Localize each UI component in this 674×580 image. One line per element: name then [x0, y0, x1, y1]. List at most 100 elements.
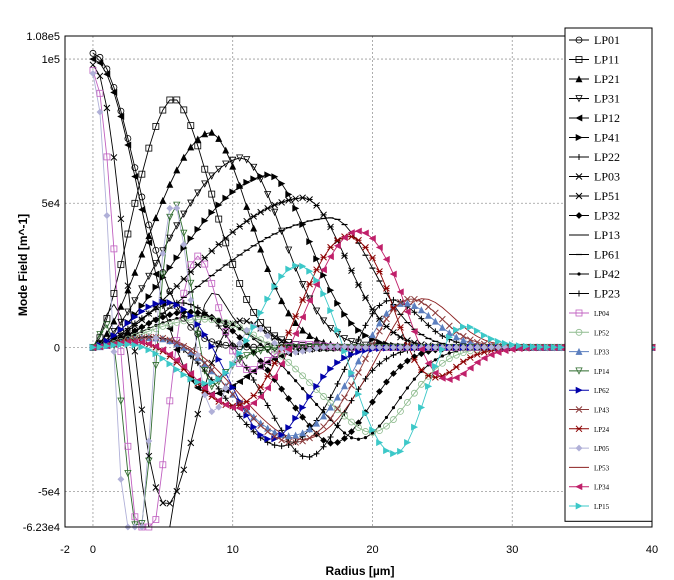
legend-marker — [575, 367, 583, 375]
series-point-lp05 — [271, 339, 279, 347]
series-point-lp52 — [222, 318, 230, 326]
series-point-lp51 — [124, 327, 132, 335]
series-point-lp01 — [103, 65, 111, 73]
series-point-lp11 — [159, 106, 167, 114]
legend-marker — [575, 114, 583, 122]
series-point-lp52 — [278, 352, 286, 360]
series-point-lp22 — [257, 389, 264, 396]
series-point-lp52 — [250, 331, 258, 339]
series-point-lp41 — [334, 299, 342, 307]
series-point-lp01 — [117, 107, 125, 115]
series-point-lp52 — [264, 341, 272, 349]
series-point-lp24 — [466, 354, 474, 361]
series-point-lp51 — [376, 315, 383, 323]
series-point-lp12 — [117, 112, 125, 120]
series-point-lp23 — [271, 442, 278, 449]
series-point-lp11 — [250, 308, 258, 316]
series-point-lp01 — [124, 135, 132, 142]
series-point-lp01 — [131, 164, 139, 172]
series-point-lp05 — [110, 348, 118, 356]
legend-label: LP13 — [594, 228, 620, 242]
legend-item: LP15 — [569, 502, 610, 511]
series-point-lp05 — [369, 344, 376, 351]
series-point-lp05 — [320, 343, 327, 351]
series-point-lp34 — [305, 297, 313, 305]
series-point-lp31 — [243, 156, 251, 164]
series-point-lp21 — [208, 128, 216, 136]
series-point-lp15 — [453, 326, 461, 334]
series-point-lp43 — [376, 327, 383, 335]
series-point-lp21 — [264, 265, 272, 273]
series-point-lp14 — [103, 321, 111, 329]
series-point-lp22 — [299, 453, 306, 460]
legend-item: LP31 — [569, 92, 620, 106]
series-point-lp32 — [376, 388, 383, 395]
series-point-lp15 — [250, 323, 258, 331]
y-tick-label: 5e4 — [42, 198, 60, 210]
series-point-lp23 — [439, 332, 446, 339]
series-point-lp43 — [299, 437, 306, 445]
series-point-lp14 — [187, 279, 195, 288]
series-point-lp05 — [180, 241, 188, 248]
series-point-lp51 — [138, 316, 146, 324]
series-point-lp51 — [369, 305, 376, 313]
series-point-lp05 — [362, 344, 369, 351]
series-point-lp15 — [557, 343, 565, 351]
series-point-lp11 — [124, 230, 132, 238]
series-point-lp34 — [410, 328, 418, 336]
x-tick-label: 40 — [646, 544, 658, 556]
series-point-lp43 — [425, 303, 432, 311]
series-point-lp11 — [229, 261, 237, 268]
series-point-lp03 — [278, 337, 285, 345]
series-point-lp62 — [313, 382, 321, 390]
series-point-lp43 — [341, 394, 348, 401]
series-point-lp43 — [173, 339, 181, 346]
series-point-lp52 — [438, 359, 446, 367]
series-point-lp24 — [425, 372, 432, 379]
series-point-lp42 — [231, 323, 235, 327]
series-point-lp43 — [229, 391, 237, 398]
series-point-lp15 — [390, 450, 398, 458]
series-point-lp05 — [159, 250, 167, 257]
series-point-lp14 — [257, 347, 265, 355]
series-point-lp05 — [348, 343, 355, 351]
series-point-lp15 — [166, 360, 174, 368]
series-point-lp32 — [397, 363, 404, 370]
series-point-lp22 — [306, 454, 313, 461]
series-point-lp31 — [236, 154, 244, 162]
series-point-lp52 — [376, 427, 383, 435]
series-point-lp11 — [194, 142, 202, 150]
series-point-lp05 — [494, 343, 502, 351]
series-point-lp01 — [96, 53, 104, 61]
series-point-lp04 — [222, 328, 230, 335]
series-point-lp34 — [487, 351, 495, 359]
series-point-lp15 — [515, 342, 523, 350]
series-point-lp23 — [390, 296, 397, 303]
series-point-lp05 — [390, 343, 397, 351]
legend-marker — [575, 212, 583, 219]
series-point-lp05 — [327, 343, 334, 351]
series-point-lp05 — [410, 343, 418, 351]
series-point-lp51 — [292, 195, 299, 203]
legend-marker — [575, 425, 583, 433]
series-point-lp05 — [103, 212, 111, 219]
series-point-lp01 — [89, 49, 97, 57]
series-point-lp15 — [480, 331, 488, 339]
series-point-lp34 — [361, 229, 369, 237]
series-point-lp41 — [285, 190, 293, 198]
series-point-lp34 — [256, 393, 264, 401]
series-point-lp52 — [201, 315, 209, 323]
series-point-lp22 — [271, 415, 278, 422]
series-point-lp05 — [222, 384, 230, 392]
series-point-lp21 — [131, 268, 139, 276]
series-point-lp22 — [348, 397, 355, 404]
series-point-lp41 — [292, 204, 300, 212]
series-point-lp62 — [173, 301, 181, 309]
series-point-lp34 — [382, 255, 390, 263]
series-point-lp15 — [404, 439, 412, 447]
series-point-lp42 — [447, 351, 451, 355]
series-point-lp11 — [145, 144, 153, 152]
series-point-lp51 — [313, 202, 320, 209]
